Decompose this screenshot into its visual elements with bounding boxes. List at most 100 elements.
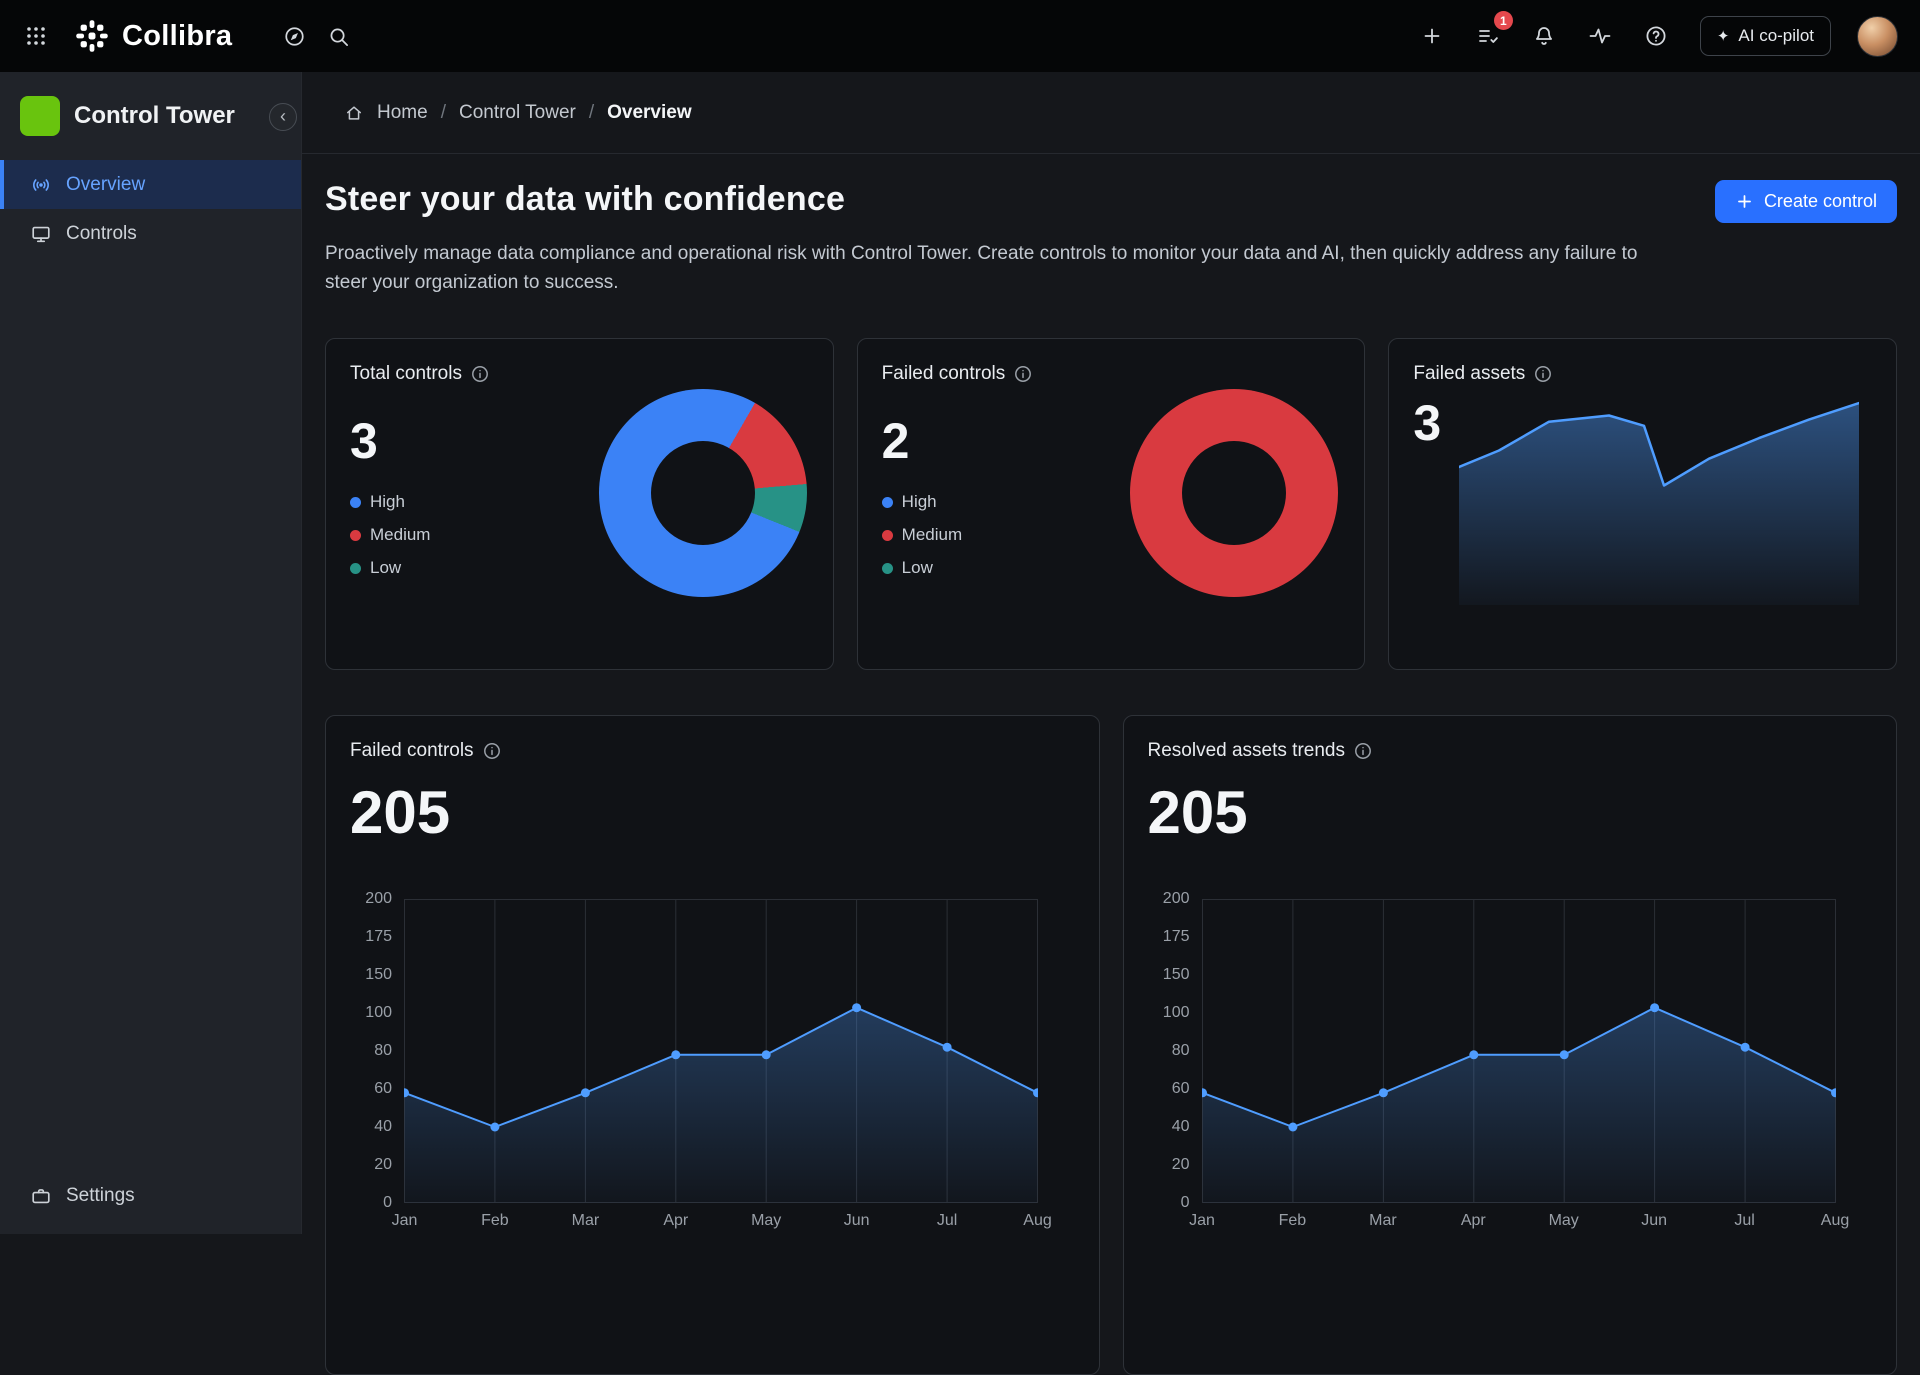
card-body: 3 High Medium Low [350,389,809,597]
body-wrap: Control Tower ‹ Overview [0,72,1920,1234]
user-avatar[interactable] [1857,16,1898,57]
x-tick-label: Jul [937,1212,957,1230]
plot-area: JanFebMarAprMayJunJulAug [404,899,1038,1233]
card-title: Failed assets [1413,363,1525,385]
high-dot [882,497,893,508]
legend-item-low: Low [882,558,962,578]
x-tick-label: Jun [844,1212,870,1230]
create-control-label: Create control [1764,191,1877,212]
summary-cards-row: Total controls 3 High [325,338,1897,670]
card-title: Failed controls [350,740,474,762]
data-point [1740,1043,1749,1052]
card-title: Total controls [350,363,462,385]
y-tick-label: 40 [1172,1118,1190,1136]
card-head: Total controls [350,363,809,385]
bell-icon[interactable] [1522,14,1566,58]
severity-legend: High Medium Low [350,492,430,578]
sidebar-item-settings[interactable]: Settings [0,1171,301,1220]
legend-label: Medium [902,525,962,545]
high-dot [350,497,361,508]
breadcrumb: Home / Control Tower / Overview [302,72,1920,154]
y-tick-label: 0 [383,1194,392,1212]
total-controls-donut-chart [599,389,807,597]
sidebar: Control Tower ‹ Overview [0,72,302,1234]
activity-pulse-icon[interactable] [1578,14,1622,58]
info-icon[interactable] [1354,742,1372,760]
failed-assets-area-chart [1459,399,1872,605]
y-tick-label: 150 [1163,966,1190,984]
donut-hole [1182,441,1286,545]
card-head: Failed assets [1413,363,1872,385]
page-content: Steer your data with confidence Create c… [302,154,1920,1375]
collibra-logo-mark [74,18,110,54]
legend-label: Medium [370,525,430,545]
y-tick-label: 0 [1181,1194,1190,1212]
app-root: Collibra [0,0,1920,1234]
help-icon[interactable] [1634,14,1678,58]
info-icon[interactable] [471,365,489,383]
info-icon[interactable] [1534,365,1552,383]
data-point [581,1088,590,1097]
medium-dot [350,530,361,541]
breadcrumb-home[interactable]: Home [377,102,428,124]
page-description: Proactively manage data compliance and o… [325,239,1670,298]
notification-count-badge: 1 [1494,11,1513,30]
sidebar-item-overview[interactable]: Overview [0,160,301,209]
x-tick-label: Jan [392,1212,418,1230]
y-tick-label: 60 [1172,1080,1190,1098]
data-point [1288,1122,1297,1131]
legend-label: High [902,492,937,512]
topbar: Collibra [0,0,1920,72]
data-point [943,1043,952,1052]
medium-dot [882,530,893,541]
stat-column: 2 High Medium Low [882,413,962,579]
y-tick-label: 100 [365,1004,392,1022]
legend-item-high: High [882,492,962,512]
plus-icon [1735,192,1754,211]
collibra-logo[interactable]: Collibra [74,18,232,54]
metric-value: 3 [1413,395,1441,453]
y-tick-label: 100 [1163,1004,1190,1022]
ai-copilot-button[interactable]: ✦ AI co-pilot [1700,16,1831,56]
sparkle-icon: ✦ [1717,27,1730,45]
main-area: Home / Control Tower / Overview Steer yo… [302,72,1920,1234]
card-head: Failed controls [350,740,1075,762]
briefcase-icon [30,1185,52,1207]
breadcrumb-separator: / [589,102,594,124]
y-tick-label: 60 [374,1080,392,1098]
metric-value: 2 [882,413,962,471]
legend-label: Low [902,558,933,578]
workspace-icon [20,96,60,136]
breadcrumb-control-tower[interactable]: Control Tower [459,102,576,124]
info-icon[interactable] [483,742,501,760]
search-icon[interactable] [316,14,360,58]
monitor-icon [30,223,52,245]
legend-item-high: High [350,492,430,512]
create-plus-icon[interactable] [1410,14,1454,58]
low-dot [882,563,893,574]
y-tick-label: 20 [1172,1156,1190,1174]
card-head: Resolved assets trends [1148,740,1873,762]
y-axis: 020406080100150175200 [350,899,392,1203]
x-tick-label: May [1549,1212,1579,1230]
brand-name: Collibra [122,20,232,53]
apps-grid-icon[interactable] [14,14,58,58]
collapse-sidebar-button[interactable]: ‹ [269,103,297,131]
y-tick-label: 150 [365,966,392,984]
y-tick-label: 80 [374,1042,392,1060]
data-point [852,1003,861,1012]
y-tick-label: 200 [365,890,392,908]
y-tick-label: 175 [365,928,392,946]
workspace-title: Control Tower [74,102,235,130]
sidebar-item-controls[interactable]: Controls [0,209,301,258]
info-icon[interactable] [1014,365,1032,383]
resolved-assets-trend-chart: 020406080100150175200 JanFebMarAprMayJun… [1148,899,1873,1233]
compass-icon[interactable] [272,14,316,58]
severity-legend: High Medium Low [882,492,962,578]
create-control-button[interactable]: Create control [1715,180,1897,223]
ai-copilot-label: AI co-pilot [1738,26,1814,46]
line-chart-svg [404,899,1038,1203]
legend-label: High [370,492,405,512]
trend-cards-row: Failed controls 205 02040608010015017520… [325,715,1897,1375]
home-icon[interactable] [344,103,364,123]
